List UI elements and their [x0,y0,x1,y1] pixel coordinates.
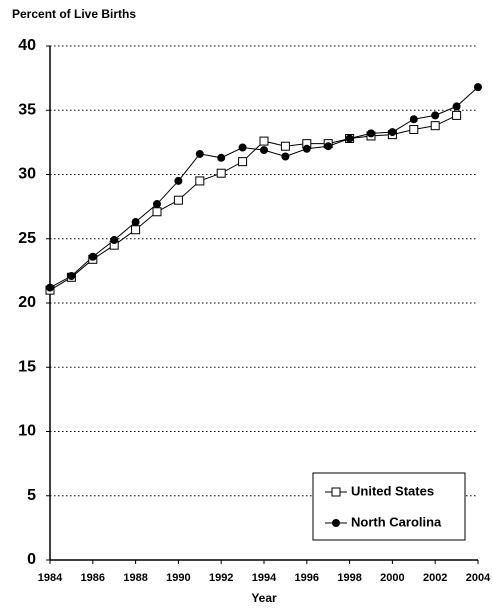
data-point [474,83,482,92]
data-point [67,272,76,281]
data-point [238,143,247,152]
data-point [88,252,97,261]
data-point [131,218,140,227]
y-tick-label: 0 [27,551,36,568]
data-point [217,153,226,162]
legend-marker [331,487,341,497]
y-tick-label: 5 [27,487,36,504]
data-point [216,168,226,178]
data-point [345,134,354,143]
y-tick-label: 25 [18,230,36,247]
y-axis-title: Percent of Live Births [12,7,136,21]
x-tick-label: 1988 [123,572,147,584]
data-point [452,102,461,111]
data-point [409,125,419,135]
data-point [302,144,311,153]
x-tick-label: 1992 [209,572,233,584]
x-tick-label: 2004 [466,572,491,584]
data-point [259,136,269,146]
data-point [173,195,183,205]
data-point [430,121,440,131]
x-tick-label: 1984 [38,572,63,584]
y-tick-label: 15 [18,358,36,375]
y-tick-label: 20 [18,294,36,311]
data-point [174,176,183,185]
data-point [260,146,268,155]
data-point [280,141,290,151]
x-tick-label: 1998 [337,572,361,584]
data-point [388,128,397,137]
x-tick-label: 1986 [81,572,105,584]
x-tick-label: 2000 [380,572,404,584]
legend: United States North Carolina [312,472,466,541]
x-tick-label: 1996 [295,572,319,584]
series-line [49,114,457,291]
data-point [110,236,119,245]
data-point [409,115,418,124]
legend-label: North Carolina [351,514,442,529]
legend-box [312,472,466,541]
y-tick-label: 10 [18,423,36,440]
y-tick-label: 35 [18,101,36,118]
data-point [324,142,333,151]
data-point [452,110,462,120]
data-point [131,225,141,235]
data-point [153,200,161,209]
legend-marker [332,519,340,527]
data-point [281,152,290,161]
y-tick-label: 40 [18,37,36,54]
data-point [195,176,205,186]
x-tick-label: 2002 [423,572,447,584]
x-tick-label: 1994 [252,572,277,584]
data-point [238,157,248,167]
x-axis-title: Year [251,591,277,605]
data-point [431,111,440,120]
data-point [195,149,204,158]
data-point [46,283,54,292]
data-point [367,129,375,138]
x-tick-label: 1990 [166,572,190,584]
data-point [152,207,162,217]
y-tick-label: 30 [18,166,36,183]
legend-label: United States [351,483,434,498]
